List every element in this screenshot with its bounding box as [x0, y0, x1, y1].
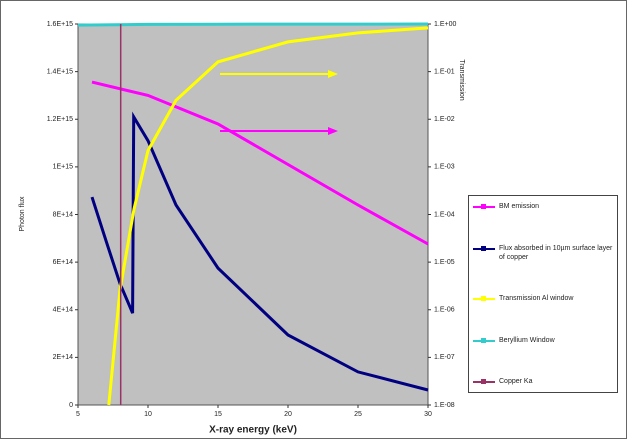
legend-key: [473, 336, 495, 345]
y2-tick-label: 1.E-07: [434, 354, 455, 361]
y-tick-label: 2E+14: [53, 354, 74, 361]
legend-label: BM emission: [499, 203, 540, 210]
x-tick-label: 15: [214, 411, 222, 418]
y2-tick-label: 1.E-08: [434, 402, 455, 409]
y-tick-label: 4E+14: [53, 307, 74, 314]
y-tick-label: 1E+15: [53, 164, 74, 171]
y-tick-label: 1.2E+15: [47, 116, 73, 123]
legend-entry: Transmission Al window: [473, 294, 613, 303]
x-tick-label: 20: [284, 411, 292, 418]
y-tick-label: 1.6E+15: [47, 21, 73, 28]
x-tick-label: 10: [144, 411, 152, 418]
legend-key: [473, 377, 495, 386]
y-tick-label: 8E+14: [53, 211, 74, 218]
x-tick-label: 5: [76, 411, 80, 418]
y2-tick-label: 1.E-06: [434, 307, 455, 314]
y2-tick-label: 1.E-02: [434, 116, 455, 123]
y2-tick-label: 1.E-03: [434, 164, 455, 171]
x-tick-label: 25: [354, 411, 362, 418]
y2-tick-label: 1.E+00: [434, 21, 456, 28]
series-line: [77, 22, 429, 27]
legend-label: Beryllium Window: [499, 336, 555, 344]
legend-label: Flux absorbed in 10µm surface layer of c…: [499, 244, 613, 261]
series-line: [91, 80, 429, 246]
y-tick-label: 0: [69, 402, 73, 409]
y2-axis-title: Transmission: [458, 59, 465, 100]
annotation-arrowhead: [328, 70, 338, 78]
legend-key: [473, 294, 495, 303]
series-line: [90, 111, 429, 392]
legend-entry: Copper Ka: [473, 377, 613, 386]
y-tick-label: 1.4E+15: [47, 68, 73, 75]
legend-label: Copper Ka: [499, 378, 533, 385]
x-axis-title: X-ray energy (keV): [209, 425, 297, 436]
legend-label: Transmission Al window: [499, 295, 574, 302]
x-tick-label: 30: [424, 411, 432, 418]
y2-tick-label: 1.E-05: [434, 259, 455, 266]
legend-entry: BM emission: [473, 202, 613, 211]
annotation-arrowhead: [328, 127, 338, 135]
plot-area: [77, 23, 429, 406]
legend-key: [473, 202, 495, 211]
y2-tick-label: 1.E-04: [434, 211, 455, 218]
series-line: [107, 26, 429, 406]
y2-tick-label: 1.E-01: [434, 68, 455, 75]
legend-key: [473, 244, 495, 253]
legend: BM emission Flux absorbed in 10µm surface…: [468, 195, 618, 393]
y-axis-title: Photon flux: [19, 196, 26, 232]
legend-entry: Beryllium Window: [473, 336, 613, 345]
legend-entry: Flux absorbed in 10µm surface layer of c…: [473, 244, 613, 262]
y-tick-label: 6E+14: [53, 259, 74, 266]
